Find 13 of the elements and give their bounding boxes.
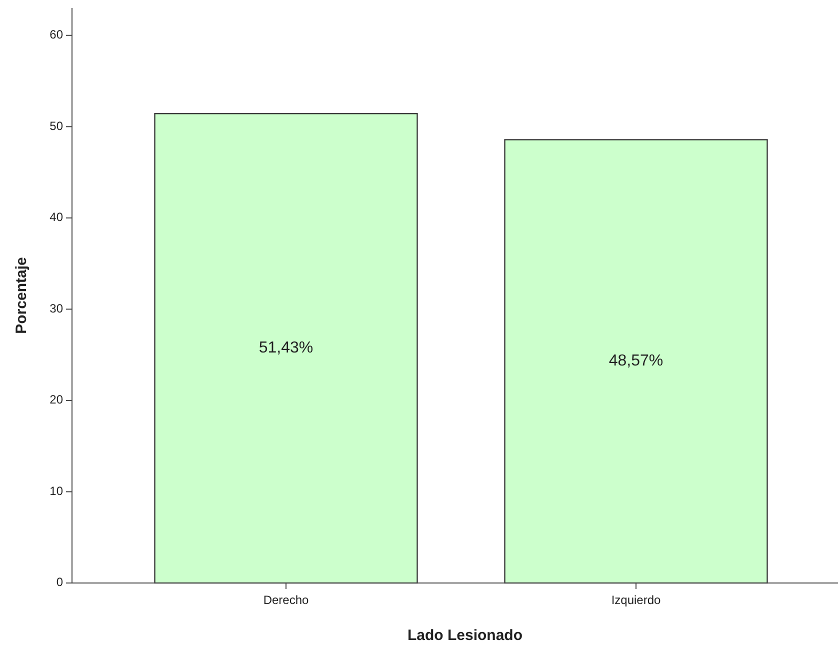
y-axis-title: Porcentaje bbox=[13, 257, 30, 334]
x-tick-label: Izquierdo bbox=[611, 593, 662, 607]
y-tick-label: 60 bbox=[50, 28, 64, 42]
data-label: 51,43% bbox=[258, 340, 314, 357]
data-label: 48,57% bbox=[608, 352, 664, 370]
y-tick-label: 10 bbox=[50, 484, 64, 498]
y-tick-label: 30 bbox=[50, 301, 64, 316]
y-tick-label: 40 bbox=[50, 210, 64, 224]
y-tick-label: 0 bbox=[56, 575, 64, 590]
y-tick-label: 50 bbox=[50, 118, 64, 133]
y-tick-label: 20 bbox=[50, 392, 64, 407]
x-axis-title: Lado Lesionado bbox=[407, 627, 523, 644]
x-tick-label: Derecho bbox=[263, 593, 310, 607]
